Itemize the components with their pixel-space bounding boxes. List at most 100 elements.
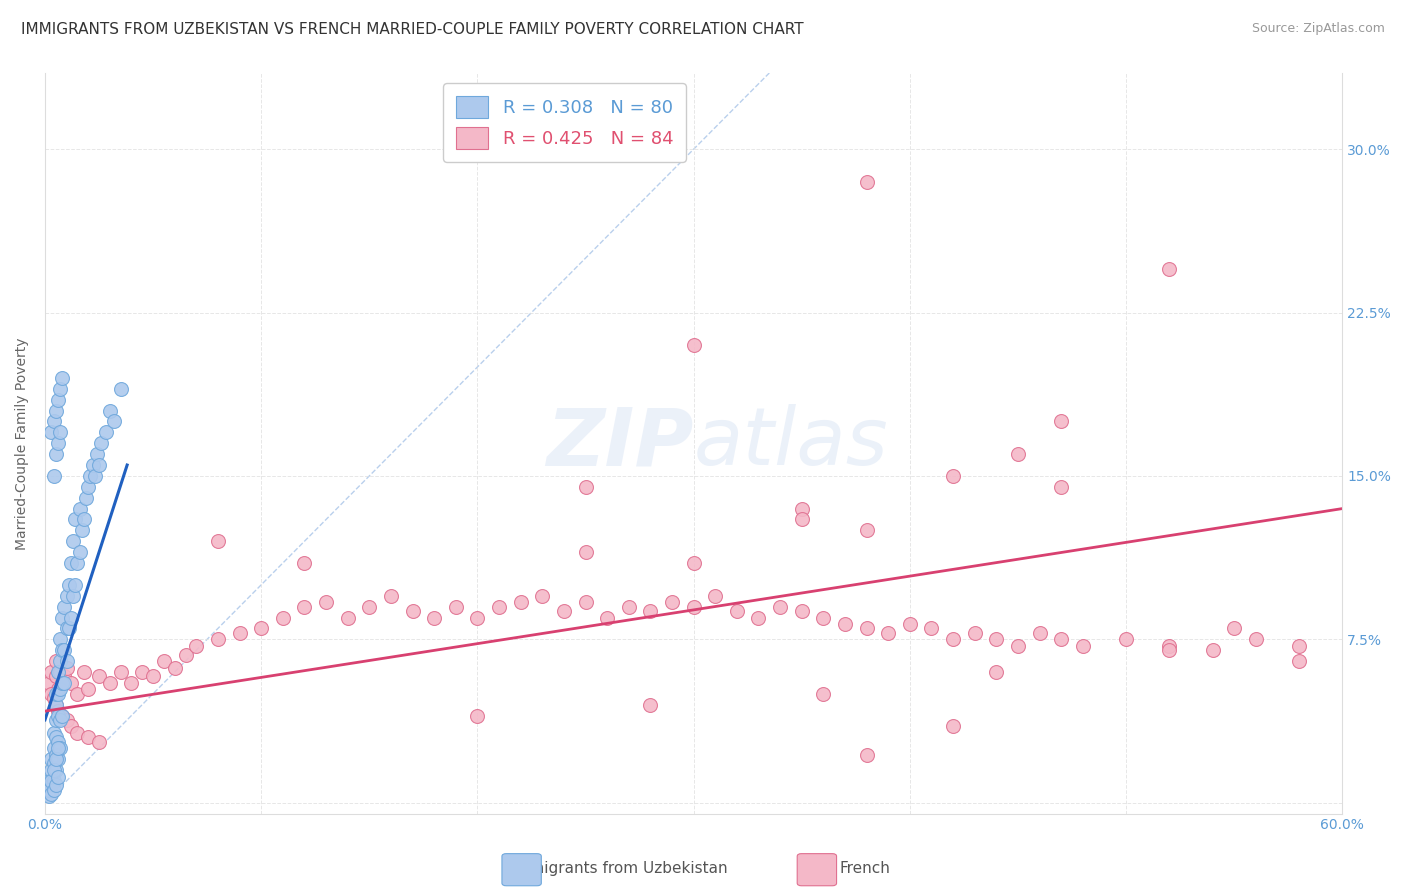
Point <box>45 687 67 701</box>
Point <box>813 687 835 701</box>
Point <box>855 524 877 538</box>
Point <box>1071 639 1094 653</box>
Point <box>186 639 208 653</box>
Point <box>49 665 72 679</box>
Point <box>49 382 72 396</box>
Point <box>59 676 82 690</box>
Point <box>98 676 121 690</box>
Point <box>55 589 77 603</box>
Point <box>574 545 596 559</box>
Point <box>41 773 63 788</box>
Point <box>49 741 72 756</box>
Point <box>855 175 877 189</box>
Point <box>1007 639 1029 653</box>
Point <box>42 469 65 483</box>
Point <box>66 556 89 570</box>
Point <box>42 687 65 701</box>
Point <box>790 512 813 526</box>
Point <box>41 687 63 701</box>
Point <box>49 654 72 668</box>
Point <box>42 763 65 777</box>
Point <box>1159 643 1181 657</box>
Point <box>45 778 67 792</box>
Point <box>747 610 769 624</box>
Point <box>790 604 813 618</box>
Point <box>77 480 100 494</box>
Point <box>83 469 105 483</box>
Point <box>42 756 65 771</box>
Point <box>46 708 69 723</box>
Point <box>58 621 80 635</box>
Point <box>45 447 67 461</box>
Point <box>42 691 65 706</box>
Point <box>855 747 877 762</box>
Point <box>1007 447 1029 461</box>
Point <box>42 726 65 740</box>
Point <box>38 782 60 797</box>
Point <box>66 726 89 740</box>
Point <box>46 704 69 718</box>
Point <box>87 669 110 683</box>
Point <box>207 534 229 549</box>
Legend: R = 0.308   N = 80, R = 0.425   N = 84: R = 0.308 N = 80, R = 0.425 N = 84 <box>443 84 686 161</box>
Point <box>65 578 87 592</box>
Point <box>877 625 900 640</box>
Point <box>77 682 100 697</box>
Point <box>53 676 76 690</box>
Point <box>640 604 662 618</box>
Text: IMMIGRANTS FROM UZBEKISTAN VS FRENCH MARRIED-COUPLE FAMILY POVERTY CORRELATION C: IMMIGRANTS FROM UZBEKISTAN VS FRENCH MAR… <box>21 22 804 37</box>
Point <box>46 392 69 407</box>
Point <box>315 595 337 609</box>
Point <box>45 763 67 777</box>
Point <box>110 665 132 679</box>
Point <box>46 682 69 697</box>
Point <box>834 617 856 632</box>
Point <box>1050 480 1073 494</box>
Point <box>42 741 65 756</box>
Point <box>46 734 69 748</box>
Point <box>55 654 77 668</box>
Point <box>855 621 877 635</box>
Point <box>62 589 84 603</box>
Point <box>640 698 662 712</box>
Point <box>62 534 84 549</box>
Point <box>90 436 112 450</box>
Point <box>574 595 596 609</box>
Point <box>94 425 117 440</box>
Point <box>87 734 110 748</box>
Point <box>250 621 273 635</box>
Point <box>59 719 82 733</box>
Point <box>49 682 72 697</box>
Point <box>769 599 792 614</box>
Point <box>1159 639 1181 653</box>
Point <box>1288 654 1310 668</box>
Point <box>65 512 87 526</box>
Point <box>45 698 67 712</box>
Point <box>70 524 93 538</box>
Point <box>1115 632 1137 647</box>
Point <box>59 610 82 624</box>
Point <box>55 660 77 674</box>
Text: French: French <box>839 862 890 876</box>
Point <box>790 501 813 516</box>
Point <box>103 415 125 429</box>
Point <box>1159 262 1181 277</box>
Point <box>51 610 73 624</box>
Point <box>41 752 63 766</box>
Point <box>682 556 704 570</box>
Point <box>661 595 683 609</box>
Text: Source: ZipAtlas.com: Source: ZipAtlas.com <box>1251 22 1385 36</box>
Point <box>75 491 97 505</box>
Point <box>488 599 510 614</box>
Point <box>66 687 89 701</box>
Point <box>986 665 1008 679</box>
Point <box>142 669 165 683</box>
Point <box>963 625 986 640</box>
Point <box>51 676 73 690</box>
Point <box>73 512 96 526</box>
Point <box>45 752 67 766</box>
Point <box>617 599 640 614</box>
Point <box>45 731 67 745</box>
Point <box>531 589 554 603</box>
Point <box>38 789 60 804</box>
